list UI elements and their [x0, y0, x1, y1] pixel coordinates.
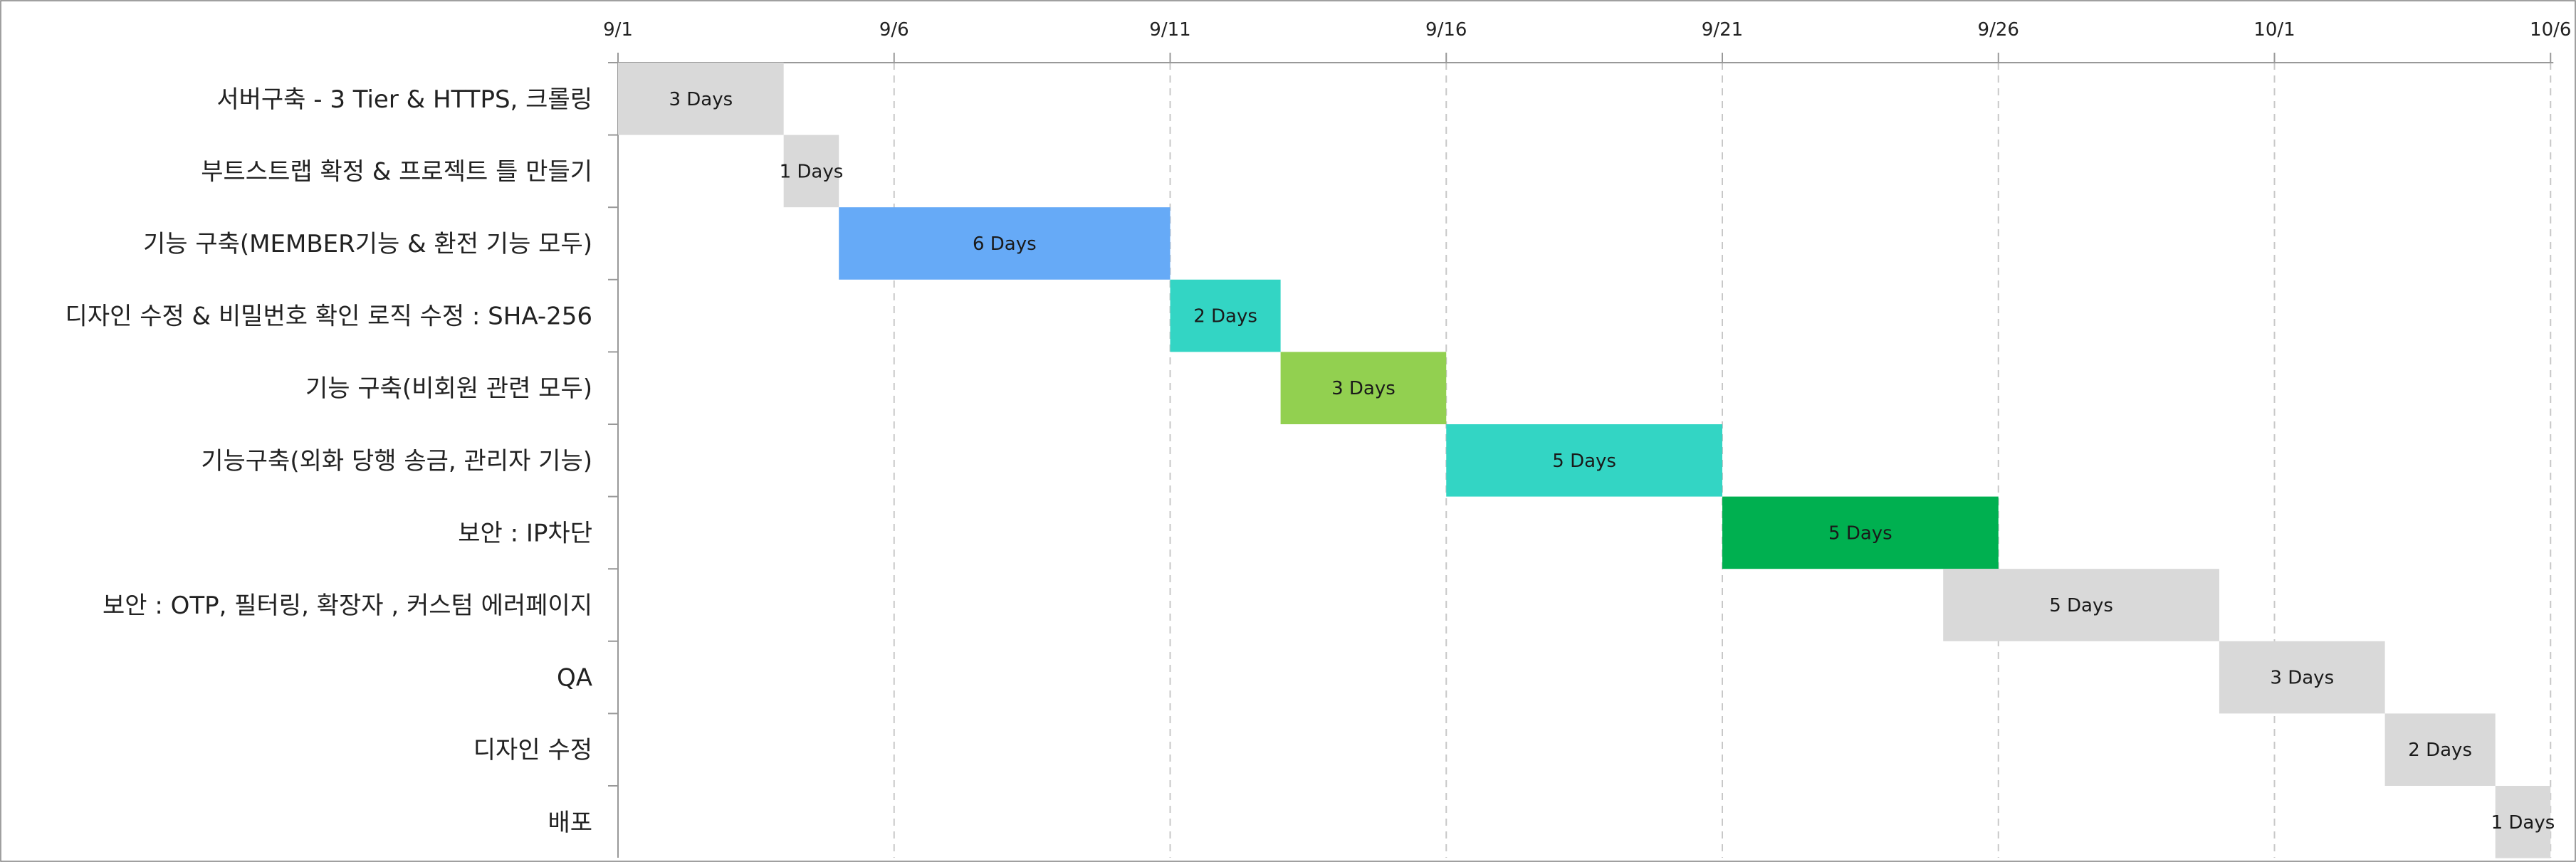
x-tick-label: 9/1: [603, 19, 633, 41]
task-bars: 3 Days 1 Days 6 Days 2 Days 3 Days 5 Days 5 Da…: [618, 63, 2555, 858]
task-name-label: 배포: [548, 809, 592, 837]
task-bar: [1943, 569, 2219, 641]
task-bar: [618, 63, 784, 135]
bar-duration-label: 1 Days: [780, 161, 844, 182]
x-tick-label: 9/16: [1425, 19, 1467, 41]
bar-duration-label: 1 Days: [2491, 812, 2555, 834]
task-bar: [783, 135, 839, 208]
bar-duration-label: 2 Days: [2408, 740, 2472, 761]
task-name-label: 기능 구축(비회원 관련 모두): [305, 374, 592, 403]
x-tick-label: 9/11: [1149, 19, 1190, 41]
task-bar: [1170, 279, 1281, 352]
x-tick-label: 9/21: [1702, 19, 1743, 41]
x-tick-label: 10/1: [2253, 19, 2295, 41]
task-bar: [2219, 641, 2385, 714]
task-name-label: 서버구축 - 3 Tier & HTTPS, 크롤링: [216, 85, 592, 114]
task-bar: [2384, 713, 2496, 786]
x-tick-label: 10/6: [2530, 19, 2571, 41]
x-tick-label: 9/6: [879, 19, 909, 41]
task-name-label: QA: [557, 664, 592, 693]
task-bar: [1722, 496, 1999, 569]
date-axis: 9/1 9/6 9/11 9/16 9/21 9/26 10/1 10/6: [603, 19, 2571, 858]
bar-duration-label: 5 Days: [2049, 595, 2113, 616]
task-name-label: 디자인 수정: [473, 736, 592, 764]
bar-duration-label: 3 Days: [1331, 378, 1396, 399]
task-name-label: 기능 구축(MEMBER기능 & 환전 기능 모두): [143, 230, 592, 258]
x-tick-label: 9/26: [1978, 19, 2019, 41]
task-name-label: 부트스트랩 확정 & 프로젝트 틀 만들기: [201, 157, 592, 186]
task-name-label: 보안 : OTP, 필터링, 확장자 , 커스텀 에러페이지: [103, 592, 592, 620]
task-name-label: 보안 : IP차단: [458, 519, 592, 547]
task-name-label: 기능구축(외화 당행 송금, 관리자 기능): [201, 447, 592, 475]
bar-duration-label: 5 Days: [1552, 451, 1616, 472]
task-name-label: 디자인 수정 & 비밀번호 확인 로직 수정 : SHA-256: [66, 303, 592, 331]
task-bar: [1280, 352, 1447, 424]
task-bar: [1446, 424, 1722, 497]
bar-duration-label: 5 Days: [1828, 522, 1892, 544]
bar-duration-label: 3 Days: [2270, 668, 2334, 689]
bar-duration-label: 3 Days: [669, 89, 733, 110]
task-bar: [839, 207, 1171, 280]
bar-duration-label: 6 Days: [973, 233, 1037, 255]
task-bar: [2495, 786, 2551, 858]
bar-duration-label: 2 Days: [1193, 306, 1257, 327]
